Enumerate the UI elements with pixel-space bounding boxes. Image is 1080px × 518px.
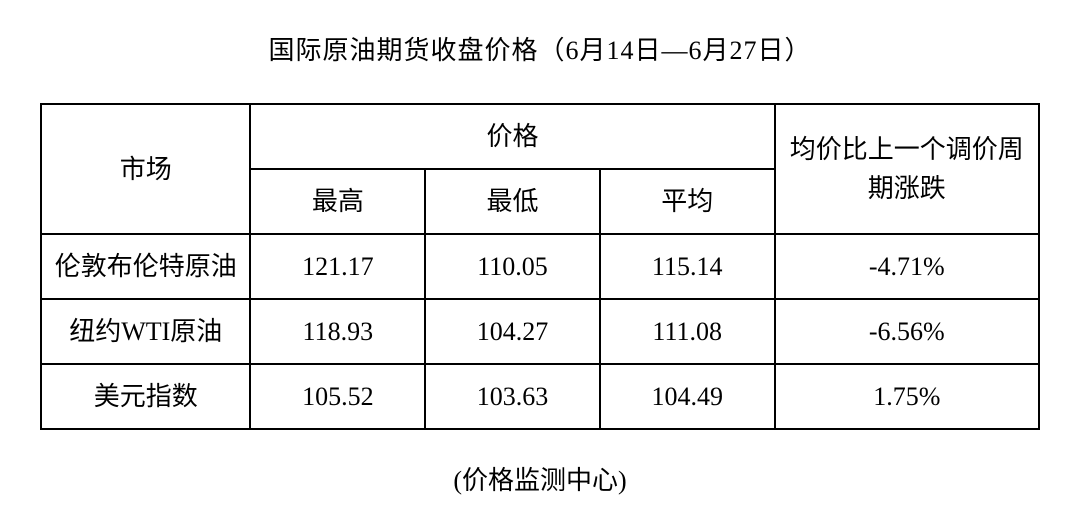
cell-market: 纽约WTI原油 [41,299,250,364]
table-row: 美元指数 105.52 103.63 104.49 1.75% [41,364,1039,429]
col-market: 市场 [41,104,250,234]
col-high: 最高 [250,169,425,234]
cell-change: -6.56% [775,299,1039,364]
table-row: 纽约WTI原油 118.93 104.27 111.08 -6.56% [41,299,1039,364]
cell-low: 110.05 [425,234,600,299]
col-change: 均价比上一个调价周期涨跌 [775,104,1039,234]
cell-high: 118.93 [250,299,425,364]
footer-source: (价格监测中心) [40,460,1040,497]
cell-change: -4.71% [775,234,1039,299]
table-row: 伦敦布伦特原油 121.17 110.05 115.14 -4.71% [41,234,1039,299]
col-low: 最低 [425,169,600,234]
cell-low: 103.63 [425,364,600,429]
cell-avg: 111.08 [600,299,775,364]
col-avg: 平均 [600,169,775,234]
page-title: 国际原油期货收盘价格（6月14日—6月27日） [40,30,1040,67]
cell-market: 伦敦布伦特原油 [41,234,250,299]
cell-low: 104.27 [425,299,600,364]
cell-avg: 115.14 [600,234,775,299]
cell-market: 美元指数 [41,364,250,429]
cell-high: 121.17 [250,234,425,299]
cell-change: 1.75% [775,364,1039,429]
col-price-group: 价格 [250,104,774,169]
price-table: 市场 价格 均价比上一个调价周期涨跌 最高 最低 平均 伦敦布伦特原油 121.… [40,103,1040,430]
cell-high: 105.52 [250,364,425,429]
table-header-row-1: 市场 价格 均价比上一个调价周期涨跌 [41,104,1039,169]
cell-avg: 104.49 [600,364,775,429]
